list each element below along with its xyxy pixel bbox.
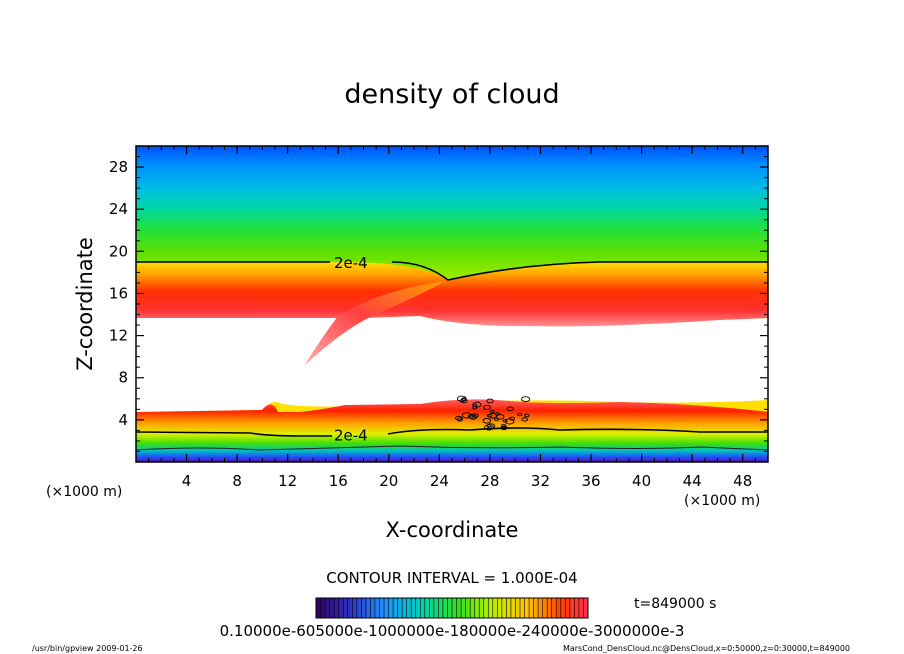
turbulence-contour (521, 417, 528, 422)
turbulence-contour (500, 425, 508, 431)
turbulence-contour (460, 398, 468, 404)
footer-left: /usr/bin/gpview 2009-01-26 (32, 644, 143, 653)
x-tick-label: 24 (430, 472, 449, 490)
turbulence-contour (486, 423, 496, 429)
x-tick-label: 40 (632, 472, 651, 490)
y-axis-ticks: 4 8 12 16 20 24 28 (109, 156, 768, 452)
turbulence-contour (506, 406, 514, 412)
turbulence-contour (486, 398, 494, 404)
turbulence-contour (517, 412, 523, 417)
contour-interval: CONTOUR INTERVAL = 1.000E-04 (326, 569, 577, 587)
x-tick-label: 36 (581, 472, 600, 490)
time-label: t=849000 s (634, 596, 716, 612)
x-axis-ticks: 4 8 12 16 20 24 28 32 36 40 44 48 (148, 146, 756, 490)
contour-upper-2e-4 (136, 261, 768, 281)
cloud-free-region (136, 315, 768, 412)
y-tick-label: 28 (109, 158, 128, 176)
footer-right: MarsCond_DensCloud.nc@DensCloud,x=0:5000… (563, 644, 850, 653)
turbulence-contour (467, 413, 476, 419)
turbulence-contour (483, 404, 491, 410)
y-axis-label: Z-coordinate (73, 237, 97, 371)
x-tick-label: 20 (379, 472, 398, 490)
chart-title: density of cloud (344, 79, 559, 110)
colorbar-tick-labels: 0.10000e-605000e-1000000e-180000e-240000… (220, 622, 685, 640)
turbulence-contour (461, 397, 467, 401)
x-tick-label: 8 (232, 472, 242, 490)
x-tick-label: 12 (278, 472, 297, 490)
turbulence-contour (484, 424, 494, 431)
x-tick-label: 28 (480, 472, 499, 490)
x-tick-label: 16 (329, 472, 348, 490)
turbulence-contour (486, 413, 493, 418)
y-tick-label: 24 (109, 200, 128, 218)
x-tick-label: 48 (733, 472, 752, 490)
y-tick-label: 12 (109, 327, 128, 345)
colorbar-levels (320, 598, 584, 618)
lower-cloud-layer (136, 399, 768, 462)
turbulence-contours (455, 395, 531, 431)
x-tick-label: 44 (683, 472, 702, 490)
turbulence-contour (521, 396, 531, 403)
turbulence-contour (456, 417, 464, 422)
y-tick-label: 4 (118, 411, 128, 429)
turbulence-contour (472, 401, 482, 408)
turbulence-contour (469, 414, 478, 420)
x-tick-label: 4 (182, 472, 192, 490)
y-tick-label: 16 (109, 284, 128, 302)
turbulence-contour (482, 418, 492, 424)
x-unit-left: (×1000 m) (46, 484, 122, 500)
turbulence-contour (524, 413, 530, 418)
x-tick-label: 32 (531, 472, 550, 490)
turbulence-contour (490, 409, 495, 414)
turbulence-contour (488, 412, 498, 419)
turbulence-contour (455, 415, 463, 421)
turbulence-contour (504, 418, 515, 425)
upper-cloud-layer (136, 262, 768, 327)
contour-label: 2e-4 (334, 427, 368, 445)
x-unit-right: (×1000 m) (684, 493, 760, 509)
x-axis-label: X-coordinate (386, 518, 519, 542)
contour-lower-2e-4 (136, 427, 768, 437)
contour-label: 2e-4 (334, 254, 368, 272)
contour-lower-base (136, 445, 768, 451)
y-tick-label: 8 (118, 369, 128, 387)
plot-area: 2e-4 2e-4 (136, 146, 768, 462)
y-tick-label: 20 (109, 242, 128, 260)
turbulence-contour (501, 424, 507, 428)
